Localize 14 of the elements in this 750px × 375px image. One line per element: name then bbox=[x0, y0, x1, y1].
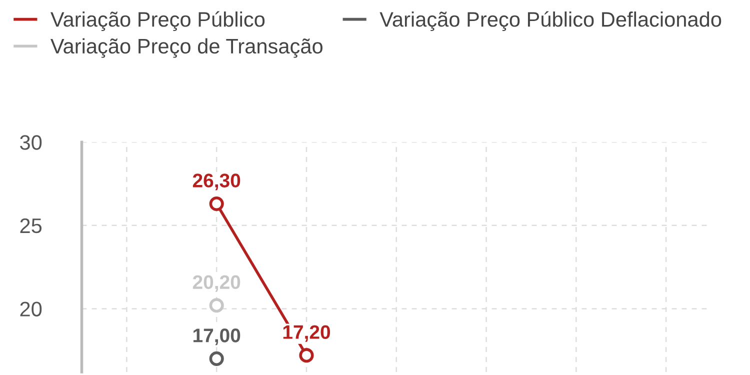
y-tick-label: 20 bbox=[20, 302, 42, 316]
y-tick-label: 30 bbox=[20, 135, 42, 150]
point bbox=[209, 298, 224, 313]
data-label: 17,20 bbox=[283, 325, 330, 342]
data-label: 20,20 bbox=[192, 275, 240, 292]
legend-label: Variação Preço Público bbox=[50, 11, 265, 32]
data-label: 26,30 bbox=[192, 174, 240, 190]
point bbox=[209, 196, 224, 212]
legend-label: Variação Preço de Transação bbox=[50, 38, 322, 58]
y-tick-label: 25 bbox=[20, 218, 42, 234]
legend-label: Variação Preço Público Deflacionado bbox=[380, 11, 722, 32]
point bbox=[299, 348, 314, 363]
data-label: 17,00 bbox=[193, 328, 240, 346]
point bbox=[209, 351, 224, 366]
